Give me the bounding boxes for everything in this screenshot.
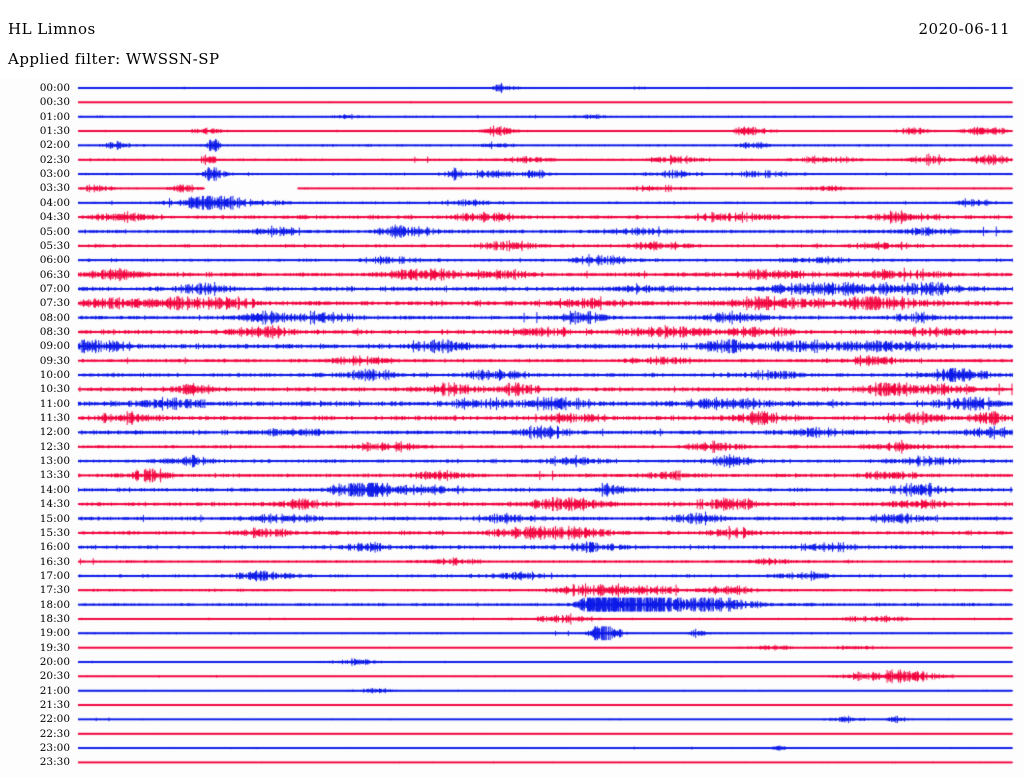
time-label: 09:00 bbox=[39, 340, 70, 353]
time-label: 19:00 bbox=[39, 627, 70, 640]
time-label: 16:30 bbox=[39, 555, 70, 568]
time-label: 23:30 bbox=[39, 756, 70, 769]
time-label: 20:00 bbox=[39, 656, 70, 668]
time-label: 13:30 bbox=[39, 469, 70, 482]
date-label: 2020-06-11 bbox=[918, 20, 1010, 38]
time-label: 08:00 bbox=[39, 311, 70, 324]
time-label: 22:30 bbox=[39, 727, 70, 740]
time-label: 14:30 bbox=[39, 498, 70, 511]
time-label: 17:00 bbox=[39, 569, 70, 582]
time-label: 23:00 bbox=[39, 742, 70, 755]
time-label: 18:00 bbox=[39, 598, 70, 611]
time-label: 00:30 bbox=[39, 96, 70, 109]
time-label: 09:30 bbox=[39, 354, 70, 367]
seismogram-traces-canvas bbox=[0, 78, 1024, 778]
time-label: 15:30 bbox=[39, 526, 70, 539]
time-label: 01:30 bbox=[39, 125, 70, 138]
time-label: 18:30 bbox=[39, 612, 70, 625]
time-label: 04:30 bbox=[39, 211, 70, 224]
time-label: 22:00 bbox=[39, 713, 70, 726]
time-label: 21:00 bbox=[39, 684, 70, 697]
time-label: 19:30 bbox=[39, 641, 70, 654]
time-label: 14:00 bbox=[39, 483, 70, 496]
time-label: 07:30 bbox=[39, 297, 70, 310]
time-label: 07:00 bbox=[39, 282, 70, 295]
time-axis: 00:00 00:30 01:00 01:30 02:00 02:30 03:00 03:30… bbox=[0, 78, 76, 778]
time-label: 11:00 bbox=[39, 397, 70, 410]
time-label: 00:00 bbox=[39, 82, 70, 94]
time-label: 02:00 bbox=[39, 139, 70, 152]
time-label: 21:30 bbox=[39, 699, 70, 712]
time-label: 08:30 bbox=[39, 325, 70, 338]
time-label: 01:00 bbox=[39, 110, 70, 123]
time-label: 20:30 bbox=[39, 670, 70, 683]
time-label: 11:30 bbox=[39, 412, 70, 425]
time-label: 16:00 bbox=[39, 541, 70, 554]
time-label: 05:30 bbox=[39, 239, 70, 252]
time-label: 03:00 bbox=[39, 168, 70, 181]
time-label: 06:00 bbox=[39, 254, 70, 267]
time-label: 06:30 bbox=[39, 268, 70, 281]
time-label: 05:00 bbox=[39, 225, 70, 238]
time-label: 12:00 bbox=[39, 426, 70, 439]
time-label: 04:00 bbox=[39, 196, 70, 209]
helicorder-plot: 00:00 00:30 01:00 01:30 02:00 02:30 03:00 03:30… bbox=[0, 78, 1024, 778]
applied-filter-label: Applied filter: WWSSN-SP bbox=[8, 50, 220, 68]
time-label: 12:30 bbox=[39, 440, 70, 453]
time-label: 13:00 bbox=[39, 455, 70, 468]
time-label: 03:30 bbox=[39, 182, 70, 195]
time-label: 10:00 bbox=[39, 369, 70, 381]
time-label: 15:00 bbox=[39, 512, 70, 525]
time-label: 17:30 bbox=[39, 584, 70, 597]
time-label: 02:30 bbox=[39, 153, 70, 166]
time-label: 10:30 bbox=[39, 383, 70, 396]
page-title: HL Limnos bbox=[8, 20, 96, 38]
